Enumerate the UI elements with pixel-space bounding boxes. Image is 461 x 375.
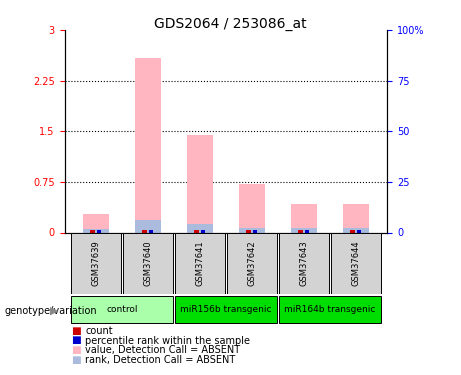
Text: GSM37641: GSM37641 bbox=[195, 241, 204, 286]
Text: GSM37639: GSM37639 bbox=[91, 241, 100, 286]
Text: percentile rank within the sample: percentile rank within the sample bbox=[85, 336, 250, 345]
FancyBboxPatch shape bbox=[331, 233, 381, 294]
Bar bbox=[142, 230, 148, 232]
Text: GSM37642: GSM37642 bbox=[248, 241, 256, 286]
FancyBboxPatch shape bbox=[71, 296, 173, 323]
Bar bbox=[298, 230, 303, 232]
FancyBboxPatch shape bbox=[175, 233, 225, 294]
Text: ■: ■ bbox=[71, 326, 81, 336]
Bar bbox=[187, 224, 213, 232]
Bar bbox=[135, 58, 161, 232]
Bar bbox=[350, 230, 355, 232]
Text: miR164b transgenic: miR164b transgenic bbox=[284, 305, 376, 314]
Text: ▶: ▶ bbox=[50, 306, 59, 315]
Text: GDS2064 / 253086_at: GDS2064 / 253086_at bbox=[154, 17, 307, 31]
Text: ■: ■ bbox=[71, 345, 81, 355]
Bar bbox=[291, 204, 317, 232]
Bar bbox=[187, 135, 213, 232]
Text: GSM37644: GSM37644 bbox=[351, 241, 361, 286]
FancyBboxPatch shape bbox=[123, 233, 173, 294]
Text: genotype/variation: genotype/variation bbox=[5, 306, 97, 315]
Text: count: count bbox=[85, 326, 113, 336]
FancyBboxPatch shape bbox=[279, 296, 381, 323]
Text: ■: ■ bbox=[71, 355, 81, 365]
FancyBboxPatch shape bbox=[71, 233, 121, 294]
Bar bbox=[135, 220, 161, 232]
Text: GSM37640: GSM37640 bbox=[143, 241, 152, 286]
Bar bbox=[97, 230, 101, 232]
Bar bbox=[357, 230, 361, 232]
Bar bbox=[201, 230, 205, 232]
FancyBboxPatch shape bbox=[175, 296, 277, 323]
Bar bbox=[90, 230, 95, 232]
Bar bbox=[343, 204, 369, 232]
Bar bbox=[83, 214, 109, 232]
FancyBboxPatch shape bbox=[227, 233, 277, 294]
Bar bbox=[305, 230, 309, 232]
Bar bbox=[239, 184, 265, 232]
Bar bbox=[149, 230, 153, 232]
Text: miR156b transgenic: miR156b transgenic bbox=[180, 305, 272, 314]
Bar bbox=[194, 230, 199, 232]
Bar bbox=[253, 230, 257, 232]
Bar bbox=[291, 228, 317, 232]
FancyBboxPatch shape bbox=[279, 233, 329, 294]
Bar bbox=[239, 228, 265, 232]
Text: value, Detection Call = ABSENT: value, Detection Call = ABSENT bbox=[85, 345, 240, 355]
Bar bbox=[83, 229, 109, 232]
Text: control: control bbox=[106, 305, 137, 314]
Bar bbox=[246, 230, 251, 232]
Text: GSM37643: GSM37643 bbox=[300, 241, 308, 286]
Text: rank, Detection Call = ABSENT: rank, Detection Call = ABSENT bbox=[85, 355, 236, 365]
Text: ■: ■ bbox=[71, 336, 81, 345]
Bar bbox=[343, 228, 369, 232]
